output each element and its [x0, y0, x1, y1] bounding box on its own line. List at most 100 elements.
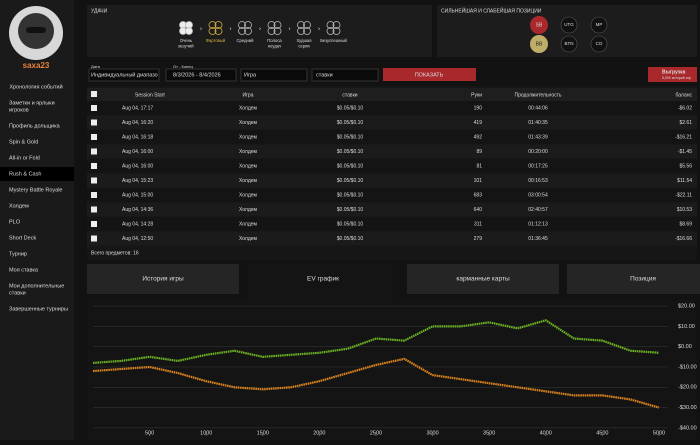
luck-arrow: ›: [289, 27, 291, 33]
menu-item[interactable]: Моя ставка: [9, 267, 39, 273]
column-header[interactable]: Продолжительность: [515, 92, 562, 98]
position-label: BTN: [565, 41, 574, 46]
column-header[interactable]: Игра: [243, 92, 254, 98]
cell: Aug 04, 15:00: [122, 192, 153, 198]
checkbox[interactable]: [91, 148, 97, 155]
menu-item[interactable]: Завершенные турниры: [9, 306, 68, 312]
menu-item[interactable]: Rush & Cash: [9, 171, 41, 177]
cell: Aug 04, 16:00: [122, 163, 153, 169]
checkbox[interactable]: [91, 163, 97, 169]
checkbox[interactable]: [91, 91, 97, 97]
cell: 02:40:57: [528, 207, 548, 213]
column-header[interactable]: Руки: [471, 92, 482, 98]
cell: Aug 04, 14:36: [122, 207, 153, 213]
menu-item[interactable]: Мои дополнительные: [9, 283, 64, 289]
menu-item[interactable]: Заметки и ярлыки: [9, 100, 55, 106]
y-tick-label: $20.00: [678, 304, 695, 310]
column-header[interactable]: баланс: [676, 92, 693, 98]
range-input[interactable]: [165, 68, 237, 82]
avatar-glasses: [26, 27, 46, 33]
cell: 311: [474, 221, 482, 227]
luck-icon: [238, 27, 246, 35]
menu-item[interactable]: Холдем: [9, 203, 29, 209]
position-label: UTG: [564, 22, 574, 27]
luck-icon: [267, 27, 276, 35]
menu-item[interactable]: Хронология событий: [9, 83, 62, 90]
cell: -$16.66: [675, 236, 692, 242]
strong-position-label: SB: [536, 22, 543, 28]
range-input-text: 8/3/2026 - 8/4/2026: [173, 72, 221, 78]
cell: 279: [474, 236, 483, 242]
tab[interactable]: [407, 264, 559, 294]
cell: 81: [476, 163, 482, 169]
tab[interactable]: [567, 264, 700, 294]
checkbox[interactable]: [91, 134, 97, 140]
menu-item[interactable]: Профиль дольщика: [9, 123, 61, 129]
cell: $2.61: [679, 120, 692, 126]
stakes-select[interactable]: [311, 68, 379, 82]
date-select[interactable]: [88, 68, 160, 82]
ev-line: [92, 357, 660, 409]
cell: $10.53: [677, 207, 693, 213]
menu-item[interactable]: Spin & Gold: [9, 139, 38, 145]
menu-item[interactable]: игроков: [9, 107, 29, 113]
game-select[interactable]: [240, 68, 308, 82]
y-tick-label: $0.00: [678, 344, 692, 350]
checkbox[interactable]: [91, 119, 97, 126]
export-button-text: Выгрузка: [662, 69, 686, 75]
checkbox[interactable]: [91, 105, 97, 111]
luck-arrow: ›: [200, 27, 202, 33]
menu-item[interactable]: PLO: [9, 219, 21, 225]
luck-icon: [185, 27, 193, 35]
checkbox[interactable]: [91, 192, 97, 198]
filter-label: От - Конец: [173, 64, 193, 69]
strong-position: [530, 16, 548, 34]
luck-icon: [208, 21, 217, 29]
weak-position: [530, 35, 548, 53]
menu-item[interactable]: All-in or Fold: [9, 155, 40, 161]
luck-icon: [238, 21, 246, 29]
checkbox[interactable]: [91, 221, 97, 227]
luck-label: Фартовый: [206, 38, 226, 43]
luck-icon: [332, 21, 341, 29]
luck-icon: [214, 21, 223, 29]
position: [590, 35, 608, 53]
luck-label: везучий: [178, 44, 194, 49]
x-tick-label: 5000: [653, 430, 665, 436]
luck-icon: [267, 21, 276, 29]
table-row: [87, 144, 697, 159]
table-row: [87, 202, 697, 217]
menu-item[interactable]: Short Deck: [9, 235, 36, 241]
luck-icon: [303, 27, 311, 35]
checkbox[interactable]: [91, 206, 97, 213]
luck-label: Безуспешный: [320, 38, 347, 43]
position: [560, 16, 578, 34]
cell: Холдем: [239, 192, 258, 198]
checkbox[interactable]: [91, 177, 97, 184]
x-tick-label: 4000: [540, 430, 552, 436]
cell: -$16.21: [675, 134, 692, 140]
luck-panel: [87, 5, 432, 57]
menu-item[interactable]: ставки: [9, 290, 26, 296]
weak-position-label: BB: [536, 41, 543, 47]
show-button-text: ПОКАЗАТЬ: [415, 72, 444, 78]
table-row: [87, 231, 697, 246]
stakes-select-text: ставки: [316, 72, 333, 78]
tab[interactable]: [247, 263, 399, 300]
export-button[interactable]: [648, 67, 697, 82]
table-row: [87, 159, 697, 173]
column-header[interactable]: Session Start: [135, 92, 165, 98]
ev-line: [92, 319, 660, 365]
menu-item[interactable]: Турнир: [9, 251, 27, 257]
column-header[interactable]: ставки: [342, 92, 357, 98]
position: [590, 16, 608, 34]
cell: Холдем: [239, 105, 258, 111]
chart-panel: [87, 300, 697, 440]
tab[interactable]: [87, 264, 239, 294]
checkbox[interactable]: [91, 235, 97, 242]
cell: 00:44:06: [528, 105, 548, 111]
cell: -$6.02: [678, 105, 692, 111]
cell: $0.05/$0.10: [337, 134, 364, 140]
menu-item[interactable]: Mystery Battle Royale: [9, 187, 63, 193]
show-button[interactable]: [383, 68, 476, 81]
